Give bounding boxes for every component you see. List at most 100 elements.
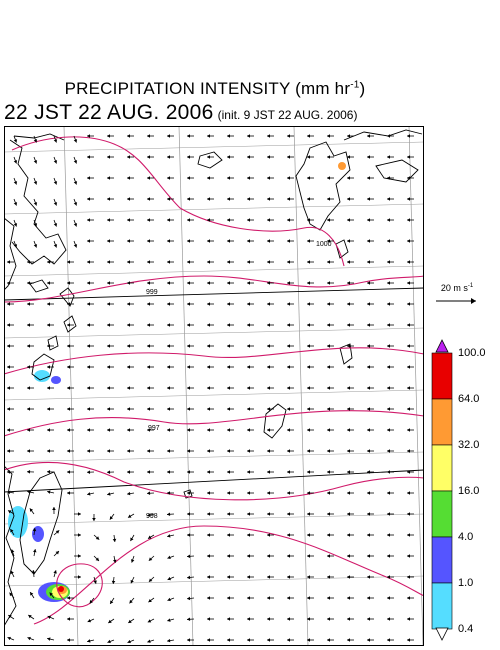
wind-vector-head	[327, 197, 330, 201]
parallel	[4, 451, 424, 463]
wind-vector-head	[227, 428, 230, 432]
colorbar-segment	[431, 582, 453, 630]
wind-vector-head	[327, 512, 330, 516]
wind-vector-head	[127, 197, 130, 201]
wind-vector-head	[49, 592, 53, 596]
wind-vector-head	[307, 239, 310, 243]
wind-vector-head	[147, 428, 150, 432]
wind-vector-head	[347, 197, 350, 201]
wind-vector-head	[147, 239, 150, 243]
wind-vector-head	[307, 491, 310, 495]
wind-vector-head	[147, 302, 150, 306]
wind-vector-head	[148, 578, 153, 582]
wind-vector-head	[147, 176, 150, 180]
wind-vector-head	[247, 596, 250, 600]
wind-vector-head	[47, 365, 50, 369]
wind-vector-head	[167, 555, 171, 560]
colorbar-label: 64.0	[458, 393, 480, 405]
wind-vector-head	[287, 260, 290, 264]
wind-vector-head	[127, 344, 130, 348]
wind-vector-head	[147, 281, 150, 285]
wind-vector-head	[33, 223, 38, 227]
wind-vector-head	[327, 302, 330, 306]
wind-vector-head	[267, 281, 270, 285]
wind-vector-head	[8, 615, 12, 619]
wind-vector-head	[407, 512, 410, 516]
wind-vector-head	[407, 470, 410, 474]
wind-vector-head	[73, 139, 78, 143]
wind-vector-head	[407, 260, 410, 264]
precip-cell	[338, 162, 346, 170]
wind-vector-head	[267, 407, 270, 411]
wind-vector-head	[187, 239, 190, 243]
wind-vector-head	[67, 260, 70, 264]
wind-vector-head	[187, 302, 190, 306]
wind-vector-head	[147, 449, 150, 453]
wind-vector-head	[307, 428, 310, 432]
wind-vector-head	[47, 428, 50, 432]
wind-vector-head	[287, 407, 290, 411]
ref-label-text: 20 m s	[440, 283, 468, 293]
wind-vector-head	[27, 365, 30, 369]
wind-vector-head	[187, 218, 190, 222]
wind-vector-head	[307, 596, 310, 600]
contour-south-wide	[33, 525, 424, 625]
precip-cell	[34, 370, 50, 382]
amami	[339, 343, 353, 365]
lat-lon-grid	[4, 126, 424, 646]
wind-vector-head	[227, 281, 230, 285]
wind-vector-head	[407, 617, 410, 621]
wind-vector-head	[127, 514, 132, 518]
wind-vector-head	[127, 428, 130, 432]
parallel	[4, 389, 424, 401]
wind-vector-head	[32, 528, 37, 532]
wind-vector-head	[387, 617, 390, 621]
wind-vector-head	[307, 554, 310, 558]
wind-vector-head	[227, 176, 230, 180]
pressure-contours	[4, 136, 424, 625]
wind-vector-head	[107, 302, 110, 306]
wind-vector-head	[27, 323, 30, 327]
wind-vector-head	[407, 449, 410, 453]
wind-vector-head	[227, 491, 230, 495]
wind-vector-head	[267, 302, 270, 306]
wind-vector-head	[287, 596, 290, 600]
wind-vector-head	[53, 570, 57, 574]
wind-vector-head	[387, 386, 390, 390]
colorbar-over-triangle	[435, 339, 449, 353]
wind-vector-head	[367, 134, 370, 138]
wind-vector-head	[127, 407, 130, 411]
wind-vector-head	[267, 470, 270, 474]
wind-vector-head	[207, 344, 210, 348]
wind-vector-head	[387, 365, 390, 369]
wind-vector-head	[207, 575, 210, 579]
wind-vector-head	[33, 160, 38, 164]
wind-vector-head	[167, 512, 171, 517]
wind-vector-head	[27, 386, 30, 390]
wind-vector-head	[387, 176, 390, 180]
wind-vector-head	[10, 528, 14, 533]
wind-vector-head	[347, 533, 350, 537]
wind-vector-head	[387, 134, 390, 138]
wind-vector-head	[227, 197, 230, 201]
precipitation-map: 999 1000 997 998	[4, 126, 424, 646]
wind-vector-head	[247, 260, 250, 264]
wind-vector-head	[227, 155, 230, 159]
wind-vector-head	[13, 202, 18, 206]
wind-vector-head	[287, 344, 290, 348]
wind-vector-head	[327, 554, 330, 558]
wind-vector-head	[7, 490, 11, 495]
wind-vector-head	[112, 559, 117, 563]
valid-time: 22 JST 22 AUG. 2006	[4, 101, 214, 124]
wind-vector-head	[127, 281, 130, 285]
wind-vector-head	[29, 508, 34, 512]
wind-vector-head	[247, 134, 250, 138]
wind-vector-head	[267, 491, 270, 495]
wind-vector-head	[67, 470, 70, 474]
wind-vector-head	[387, 302, 390, 306]
wind-vector-head	[47, 281, 50, 285]
wind-vector-head	[387, 428, 390, 432]
wind-vector-head	[247, 155, 250, 159]
wind-vector-head	[247, 638, 250, 642]
wind-vector-head	[287, 302, 290, 306]
